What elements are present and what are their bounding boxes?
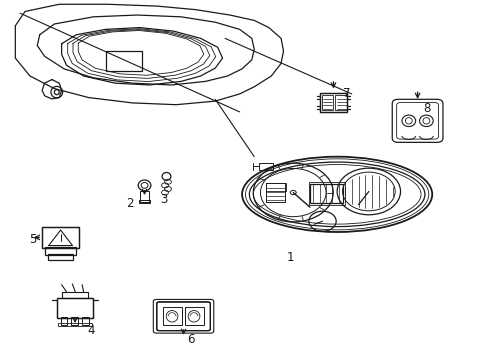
Bar [61, 318, 67, 324]
Bar [139, 200, 150, 203]
Bar [320, 93, 346, 112]
Bar [310, 184, 343, 203]
Bar [259, 163, 272, 170]
Bar [321, 95, 333, 111]
Bar [105, 51, 142, 71]
Bar [42, 226, 79, 248]
Bar [266, 183, 285, 192]
Bar [57, 298, 93, 318]
Bar [320, 93, 346, 112]
Bar [61, 292, 88, 298]
Bar [266, 183, 285, 202]
Text: 3: 3 [160, 193, 167, 206]
Bar [140, 192, 149, 202]
Bar [58, 323, 92, 326]
Bar [82, 318, 89, 324]
Text: 2: 2 [126, 197, 133, 210]
Bar [57, 298, 93, 318]
Bar [184, 307, 203, 325]
Text: 4: 4 [87, 324, 95, 337]
Bar [42, 226, 79, 248]
Text: 8: 8 [423, 102, 430, 115]
Text: 5: 5 [29, 233, 36, 246]
Text: 1: 1 [286, 251, 294, 264]
Bar [44, 247, 76, 255]
Bar [335, 95, 346, 111]
FancyBboxPatch shape [157, 302, 210, 330]
Bar [308, 182, 345, 205]
Text: 6: 6 [187, 333, 194, 346]
Bar [71, 318, 78, 324]
Text: 7: 7 [343, 87, 350, 100]
Bar [48, 254, 73, 260]
Bar [162, 307, 181, 325]
